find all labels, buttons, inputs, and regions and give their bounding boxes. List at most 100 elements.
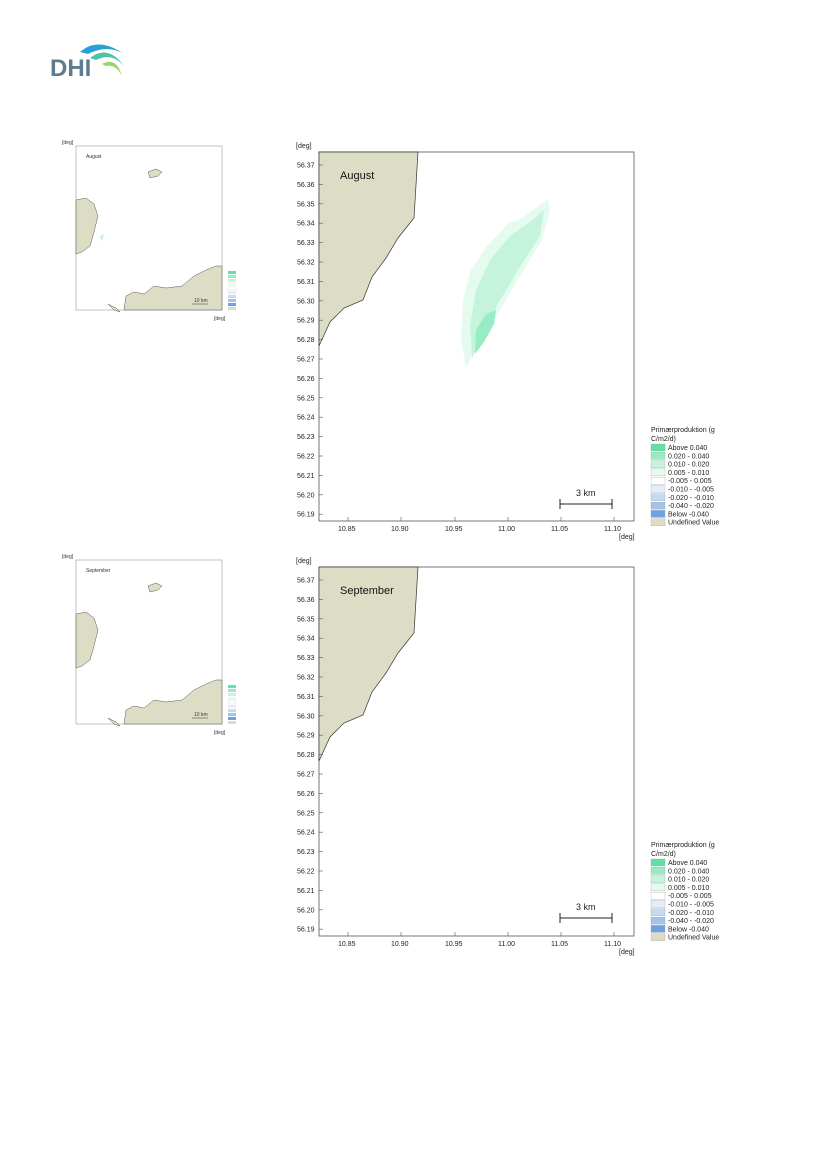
y-tick-label: 56.36 — [297, 597, 315, 604]
y-tick-label: 56.22 — [297, 454, 315, 461]
y-tick-label: 56.28 — [297, 752, 315, 759]
legend-swatch — [650, 916, 666, 925]
scale-bar-label: 3 km — [576, 902, 596, 912]
x-axis-unit: [deg] — [619, 949, 635, 956]
dhi-logo-text: DHI — [50, 55, 92, 82]
legend-item-label: Undefined Value — [668, 520, 719, 527]
y-tick-label: 56.27 — [297, 772, 315, 779]
y-tick-label: 56.22 — [297, 869, 315, 876]
legend-title: C/m2/d) — [651, 851, 676, 858]
legend-item-label: Above 0.040 — [668, 445, 707, 452]
legend-swatch — [650, 477, 666, 485]
legend-item-label: Below -0.040 — [668, 511, 709, 518]
overview-legend — [227, 685, 237, 724]
overview-unit-label: [deg] — [62, 140, 74, 146]
legend-item-label: Below -0.040 — [668, 926, 709, 933]
dhi-wave-icon — [80, 44, 124, 76]
legend-item-label: -0.005 - 0.005 — [668, 893, 712, 900]
legend-swatch — [650, 468, 666, 477]
plume-core — [475, 310, 496, 354]
legend-swatch — [650, 485, 666, 493]
land-area — [318, 151, 419, 347]
overview-map-september: September [deg] [deg] 10 km — [62, 550, 272, 740]
legend-item-label: 0.010 - 0.020 — [668, 462, 709, 469]
overview-unit-label-x: [deg] — [214, 730, 226, 736]
legend-item-label: -0.040 - -0.020 — [668, 918, 714, 925]
y-tick-label: 56.27 — [297, 357, 315, 364]
x-tick-label: 10.90 — [391, 941, 409, 948]
y-tick-label: 56.23 — [297, 434, 315, 441]
x-tick-label: 11.05 — [551, 941, 568, 948]
y-tick-label: 56.29 — [297, 318, 315, 325]
legend-item-label: Undefined Value — [668, 935, 719, 942]
legend-swatch — [650, 510, 666, 518]
x-tick-label: 10.85 — [338, 526, 356, 533]
x-tick-label: 10.85 — [338, 941, 356, 948]
overview-scale-label: 10 km — [194, 712, 208, 718]
x-tick-label: 11.10 — [604, 941, 621, 948]
x-tick-label: 10.95 — [445, 526, 463, 533]
x-axis-unit: [deg] — [619, 534, 635, 541]
y-tick-label: 56.37 — [297, 578, 315, 585]
legend-swatch — [650, 501, 666, 510]
legend-swatch — [650, 900, 666, 908]
legend-title: Primærproduktion (g — [651, 842, 715, 849]
overview-scale-label: 10 km — [194, 298, 208, 304]
legend-item-label: 0.020 - 0.040 — [668, 868, 709, 875]
y-tick-label: 56.31 — [297, 694, 315, 701]
y-tick-label: 56.19 — [297, 927, 315, 934]
y-tick-label: 56.19 — [297, 512, 315, 519]
legend-item-label: 0.005 - 0.010 — [668, 885, 709, 892]
y-tick-label: 56.24 — [297, 830, 315, 837]
y-tick-label: 56.25 — [297, 810, 315, 817]
overview-legend — [227, 271, 237, 310]
x-tick-label: 10.90 — [391, 526, 409, 533]
x-tick-label: 11.05 — [551, 526, 568, 533]
map-month-label: September — [340, 585, 394, 597]
overview-map-august: August [deg] [deg] 10 km — [62, 136, 272, 326]
legend-swatch — [650, 925, 666, 933]
y-tick-label: 56.36 — [297, 182, 315, 189]
legend-swatch — [650, 883, 666, 892]
scale-bar-label: 3 km — [576, 488, 596, 498]
y-tick-label: 56.32 — [297, 675, 315, 682]
overview-month-label: September — [86, 568, 111, 574]
y-tick-label: 56.35 — [297, 201, 315, 208]
legend-swatch — [650, 443, 666, 452]
legend-swatch — [650, 493, 666, 501]
legend-swatch — [650, 858, 666, 867]
y-tick-label: 56.37 — [297, 163, 315, 170]
y-tick-label: 56.24 — [297, 415, 315, 422]
x-tick-label: 11.00 — [498, 941, 515, 948]
legend-item-label: -0.040 - -0.020 — [668, 503, 714, 510]
legend-swatch — [650, 867, 666, 875]
y-tick-label: 56.20 — [297, 492, 315, 499]
color-legend: Primærproduktion (gC/m2/d)Above 0.0400.0… — [650, 427, 719, 527]
legend-item-label: Above 0.040 — [668, 860, 707, 867]
legend-item-label: -0.010 - -0.005 — [668, 487, 714, 494]
legend-swatch — [650, 933, 666, 941]
legend-swatch — [650, 460, 666, 468]
y-tick-label: 56.29 — [297, 733, 315, 740]
land-area — [318, 566, 419, 762]
overview-unit-label: [deg] — [62, 554, 74, 560]
legend-swatch — [650, 452, 666, 460]
legend-item-label: 0.020 - 0.040 — [668, 453, 709, 460]
legend-item-label: 0.010 - 0.020 — [668, 877, 709, 884]
legend-item-label: 0.005 - 0.010 — [668, 470, 709, 477]
y-tick-label: 56.21 — [297, 888, 315, 895]
y-tick-label: 56.25 — [297, 395, 315, 402]
legend-item-label: -0.005 - 0.005 — [668, 478, 712, 485]
legend-title: Primærproduktion (g — [651, 427, 715, 434]
y-tick-label: 56.26 — [297, 376, 315, 383]
y-tick-label: 56.35 — [297, 616, 315, 623]
legend-title: C/m2/d) — [651, 436, 676, 443]
x-tick-label: 10.95 — [445, 941, 463, 948]
y-tick-label: 56.21 — [297, 473, 315, 480]
y-tick-label: 56.34 — [297, 636, 315, 643]
map-month-label: August — [340, 170, 374, 182]
y-tick-label: 56.34 — [297, 221, 315, 228]
map-panel-august: August [deg] [deg] 3 km 56.37 56.36 56.35 5… — [296, 143, 719, 541]
y-tick-label: 56.33 — [297, 655, 315, 662]
